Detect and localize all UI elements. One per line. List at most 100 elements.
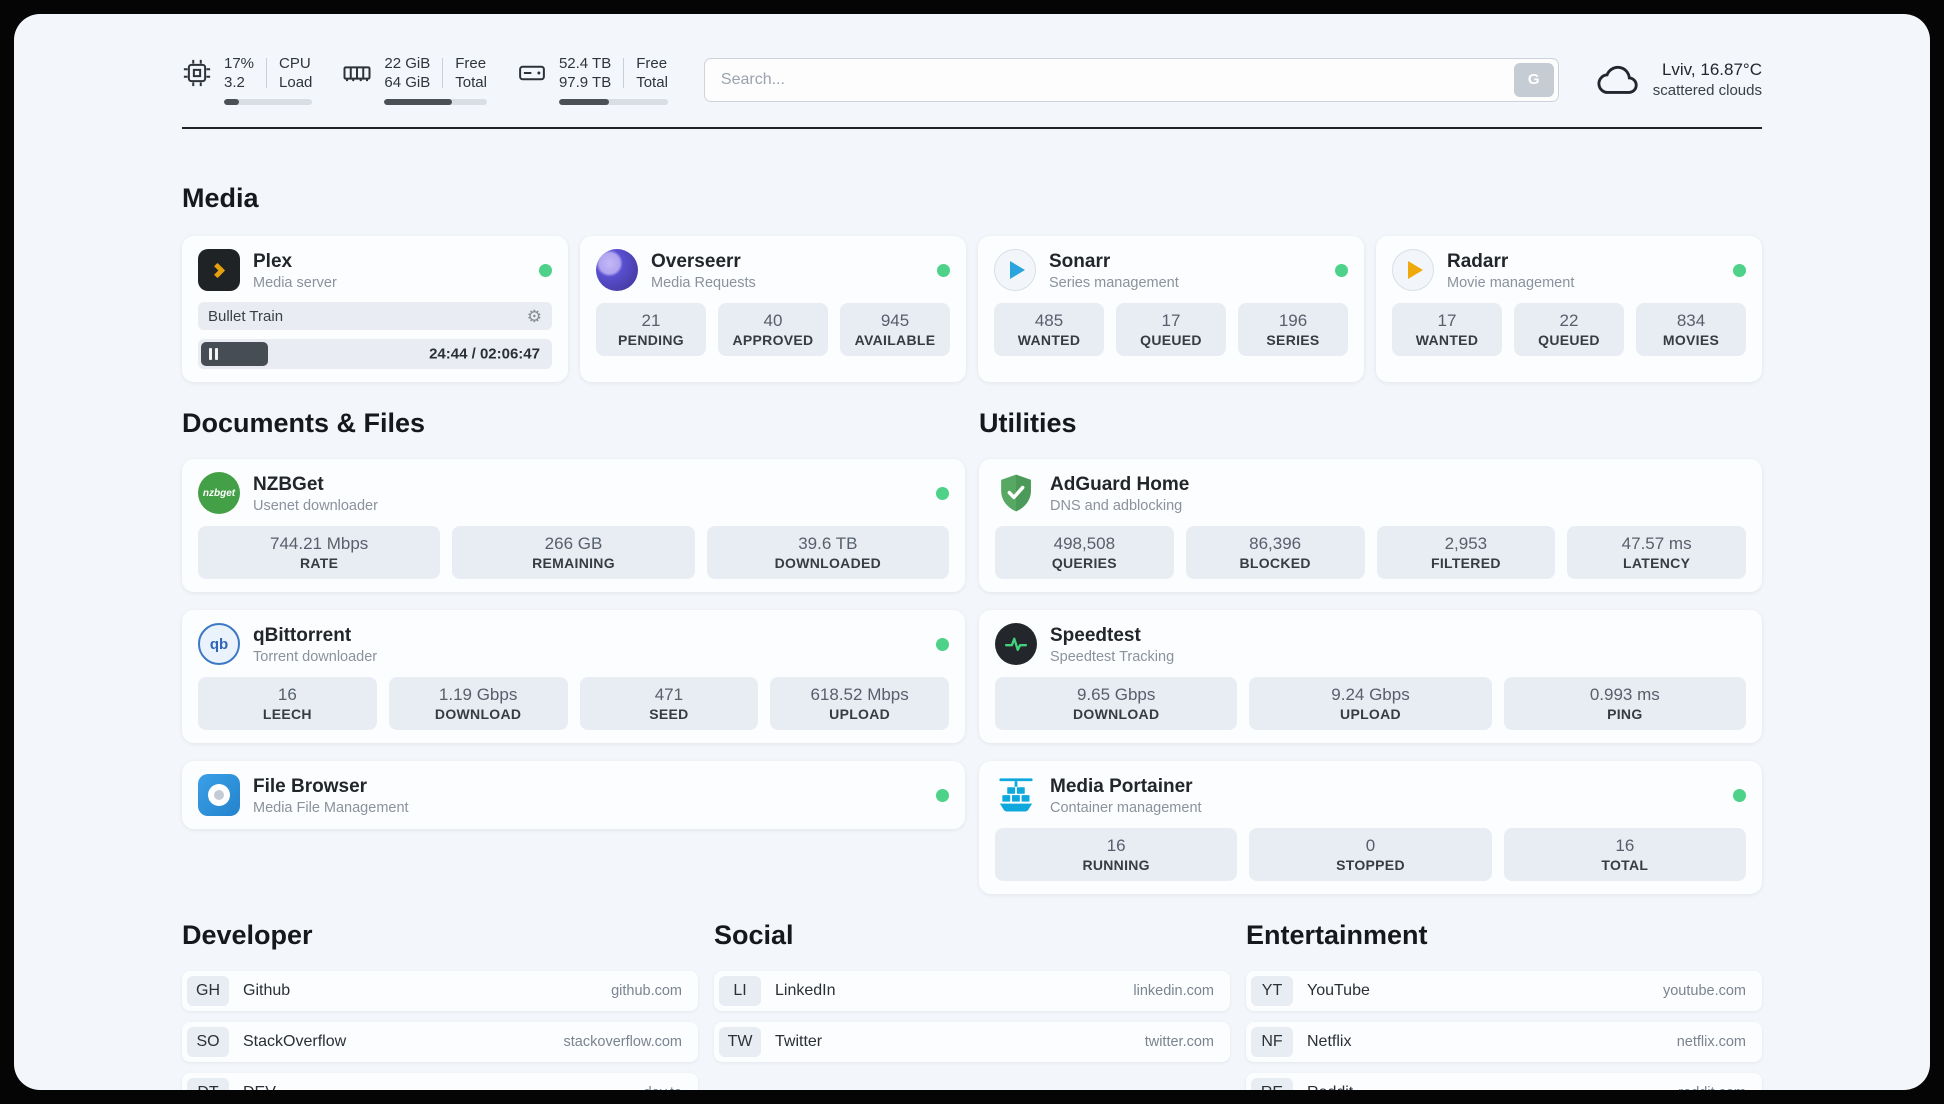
- metric-separator: [266, 58, 268, 88]
- app-subtitle: Media server: [253, 274, 337, 291]
- overseerr-card[interactable]: Overseerr Media Requests 21 PENDING 40 A…: [580, 236, 966, 382]
- sonarr-icon: [994, 249, 1036, 291]
- stat-upload: 9.24 Gbps UPLOAD: [1249, 677, 1492, 730]
- link-url: reddit.com: [1678, 1085, 1746, 1090]
- link-dev[interactable]: DT DEV dev.to: [182, 1073, 698, 1090]
- stat-blocked: 86,396 BLOCKED: [1185, 526, 1365, 579]
- status-dot: [936, 788, 949, 802]
- link-stackoverflow[interactable]: SO StackOverflow stackoverflow.com: [182, 1022, 698, 1062]
- section-title-social: Social: [714, 920, 794, 950]
- gear-icon[interactable]: ⚙: [526, 306, 542, 326]
- overseerr-icon: [596, 249, 638, 291]
- ram-total-value: 64 GiB: [384, 74, 431, 91]
- app-subtitle: Series management: [1049, 274, 1179, 291]
- app-subtitle: Movie management: [1447, 274, 1575, 291]
- system-metrics: 17% 3.2 CPU Load: [182, 54, 668, 105]
- disk-label-2: Total: [636, 74, 668, 91]
- link-linkedin[interactable]: LI LinkedIn linkedin.com: [714, 971, 1230, 1011]
- reddit-icon: RE: [1251, 1078, 1293, 1090]
- radarr-card[interactable]: Radarr Movie management 17 WANTED 22 QUE…: [1376, 236, 1762, 382]
- speedtest-icon: [995, 623, 1037, 665]
- disk-free-value: 52.4 TB: [558, 55, 612, 72]
- weather-condition: scattered clouds: [1652, 82, 1762, 99]
- cpu-label-2: Load: [279, 74, 313, 91]
- cpu-label-1: CPU: [279, 55, 311, 72]
- player-progress-bar[interactable]: 24:44 / 02:06:47: [198, 339, 552, 369]
- app-subtitle: Torrent downloader: [253, 648, 378, 665]
- status-dot: [1733, 788, 1746, 802]
- cpu-icon: [182, 58, 212, 88]
- stat-leech: 16 LEECH: [198, 677, 377, 730]
- stat-approved: 40 APPROVED: [718, 303, 828, 356]
- link-twitter[interactable]: TW Twitter twitter.com: [714, 1022, 1230, 1062]
- link-name: LinkedIn: [775, 982, 836, 999]
- linkedin-icon: LI: [719, 976, 761, 1006]
- nzbget-card[interactable]: nzbget NZBGet Usenet downloader 744.21 M…: [182, 459, 965, 592]
- stat-download: 1.19 Gbps DOWNLOAD: [388, 677, 568, 730]
- section-title-utilities: Utilities: [979, 408, 1077, 438]
- portainer-card[interactable]: Media Portainer Container management 16 …: [979, 761, 1762, 894]
- link-url: youtube.com: [1662, 983, 1746, 999]
- youtube-icon: YT: [1251, 976, 1293, 1006]
- app-title: AdGuard Home: [1050, 473, 1190, 495]
- section-title-developer: Developer: [182, 920, 313, 950]
- link-url: github.com: [611, 983, 682, 999]
- ram-metric: 22 GiB 64 GiB Free Total: [342, 54, 487, 105]
- section-title-documents: Documents & Files: [182, 408, 426, 438]
- adguard-card[interactable]: AdGuard Home DNS and adblocking 498,508 …: [979, 459, 1762, 592]
- ram-icon: [342, 58, 372, 88]
- disk-progress-bar: [558, 99, 668, 105]
- pause-icon: [209, 348, 212, 360]
- link-reddit[interactable]: RE Reddit reddit.com: [1246, 1073, 1762, 1090]
- link-name: StackOverflow: [243, 1033, 347, 1050]
- stat-queued: 17 QUEUED: [1116, 303, 1226, 356]
- qbittorrent-card[interactable]: qb qBittorrent Torrent downloader 16 LEE…: [182, 610, 965, 743]
- disk-progress-fill: [558, 99, 610, 105]
- filebrowser-card[interactable]: File Browser Media File Management: [182, 761, 965, 829]
- netflix-icon: NF: [1251, 1027, 1293, 1057]
- speedtest-card[interactable]: Speedtest Speedtest Tracking 9.65 Gbps D…: [979, 610, 1762, 743]
- plex-icon: [198, 249, 240, 291]
- link-name: Reddit: [1307, 1084, 1353, 1090]
- radarr-icon: [1392, 249, 1434, 291]
- stat-upload: 618.52 Mbps UPLOAD: [770, 677, 949, 730]
- search-engine-button[interactable]: G: [1513, 62, 1554, 97]
- status-dot: [936, 486, 949, 500]
- twitter-icon: TW: [719, 1027, 761, 1057]
- portainer-icon: [995, 774, 1037, 816]
- sonarr-card[interactable]: Sonarr Series management 485 WANTED 17 Q…: [978, 236, 1364, 382]
- link-youtube[interactable]: YT YouTube youtube.com: [1246, 971, 1762, 1011]
- link-url: linkedin.com: [1133, 983, 1214, 999]
- qbittorrent-icon: qb: [198, 623, 240, 665]
- stat-wanted: 485 WANTED: [994, 303, 1104, 356]
- stat-movies: 834 MOVIES: [1636, 303, 1746, 356]
- app-subtitle: Media File Management: [253, 799, 409, 816]
- app-title: File Browser: [253, 775, 368, 797]
- cpu-load-value: 3.2: [224, 74, 245, 91]
- link-url: stackoverflow.com: [563, 1034, 682, 1050]
- search-input[interactable]: [703, 57, 1559, 102]
- cpu-progress-bar: [224, 99, 313, 105]
- ram-label-1: Free: [455, 55, 487, 72]
- dev-icon: DT: [187, 1078, 229, 1090]
- app-subtitle: Media Requests: [651, 274, 756, 291]
- github-icon: GH: [187, 976, 229, 1006]
- social-column: Social LI LinkedIn linkedin.com TW Twitt…: [714, 920, 1230, 1090]
- weather-widget[interactable]: Lviv, 16.87°C scattered clouds: [1595, 57, 1762, 103]
- link-github[interactable]: GH Github github.com: [182, 971, 698, 1011]
- app-title: Sonarr: [1049, 250, 1111, 272]
- metric-separator: [623, 58, 625, 88]
- app-title: Speedtest: [1050, 624, 1141, 646]
- ram-free-value: 22 GiB: [384, 55, 431, 72]
- stat-available: 945 AVAILABLE: [840, 303, 950, 356]
- dashboard-page: 17% 3.2 CPU Load: [14, 14, 1930, 1090]
- cpu-metric: 17% 3.2 CPU Load: [182, 54, 313, 105]
- link-url: dev.to: [644, 1085, 682, 1090]
- disk-metric: 52.4 TB 97.9 TB Free Total: [517, 54, 668, 105]
- cloud-icon: [1595, 57, 1641, 103]
- status-dot: [936, 637, 949, 651]
- link-netflix[interactable]: NF Netflix netflix.com: [1246, 1022, 1762, 1062]
- disk-icon: [517, 58, 547, 88]
- plex-card[interactable]: Plex Media server Bullet Train ⚙ 24:44 /…: [182, 236, 568, 382]
- app-title: Radarr: [1447, 250, 1509, 272]
